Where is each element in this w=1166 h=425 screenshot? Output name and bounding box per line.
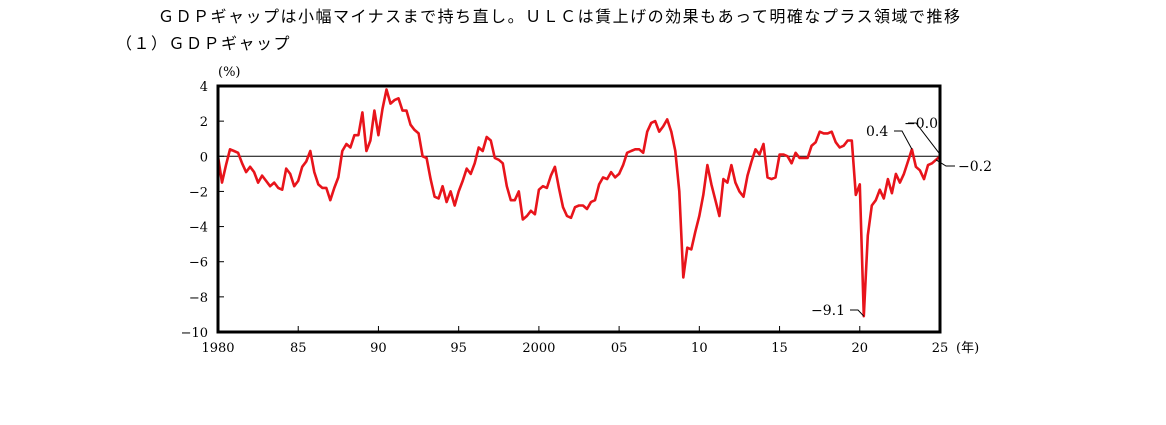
annotation-leader	[935, 159, 955, 167]
plot-frame	[216, 84, 942, 334]
annotation-label: 0.4	[866, 124, 888, 140]
x-tick-label: 25	[932, 341, 949, 356]
annotation-leader	[908, 122, 941, 155]
y-tick-label: −4	[189, 221, 208, 236]
y-tick-label: 4	[200, 80, 208, 95]
x-tick-label: 10	[691, 341, 708, 356]
y-tick-label: −6	[189, 256, 208, 271]
annotation-leader	[894, 130, 913, 150]
x-tick-label: 85	[290, 341, 307, 356]
annotation-leader	[850, 309, 865, 317]
y-tick-label: −8	[189, 291, 208, 306]
y-tick-label: 2	[200, 115, 208, 130]
x-tick-label: 2000	[522, 341, 555, 356]
y-tick-label: 0	[200, 150, 208, 165]
series-line-gdp-gap	[216, 88, 941, 318]
y-tick-label: −10	[181, 326, 208, 341]
chart-subheading: （１）ＧＤＰギャップ	[116, 34, 292, 53]
chart-headline: ＧＤＰギャップは小幅マイナスまで持ち直し。ＵＬＣは賃上げの効果もあって明確なプラ…	[158, 7, 962, 26]
x-axis-unit-label: (年)	[956, 341, 979, 356]
x-tick-label: 05	[611, 341, 628, 356]
x-tick-label: 90	[370, 341, 387, 356]
y-tick-label: −2	[189, 185, 208, 200]
x-tick-label: 20	[852, 341, 869, 356]
y-axis-unit-label: (%)	[218, 65, 241, 80]
x-tick-label: 95	[450, 341, 467, 356]
annotation-label: −0.2	[958, 159, 992, 175]
x-tick-label: 1980	[201, 341, 234, 356]
x-tick-label: 15	[771, 341, 788, 356]
annotation-label: −9.1	[811, 303, 845, 319]
annotation-label: −0.0	[904, 116, 938, 132]
